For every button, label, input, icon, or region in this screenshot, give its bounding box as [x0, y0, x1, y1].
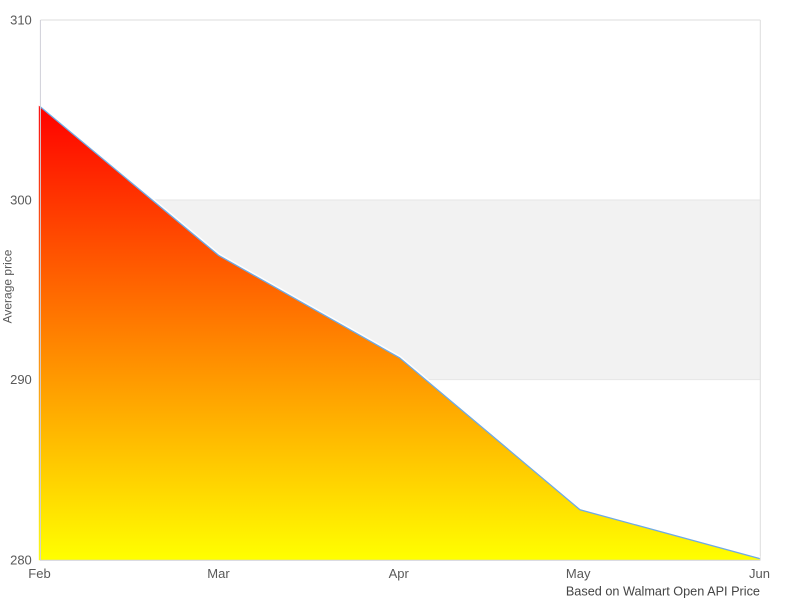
svg-text:Feb: Feb — [28, 566, 50, 581]
svg-text:300: 300 — [10, 193, 32, 208]
svg-text:May: May — [566, 566, 591, 581]
svg-text:290: 290 — [10, 372, 32, 387]
svg-text:280: 280 — [10, 553, 32, 568]
svg-text:310: 310 — [10, 13, 32, 28]
svg-text:Apr: Apr — [389, 566, 410, 581]
svg-text:Average price: Average price — [1, 249, 15, 323]
svg-text:Jun: Jun — [749, 566, 770, 581]
svg-text:Based on Walmart Open API Pric: Based on Walmart Open API Price — [566, 584, 760, 598]
svg-text:Mar: Mar — [207, 566, 230, 581]
